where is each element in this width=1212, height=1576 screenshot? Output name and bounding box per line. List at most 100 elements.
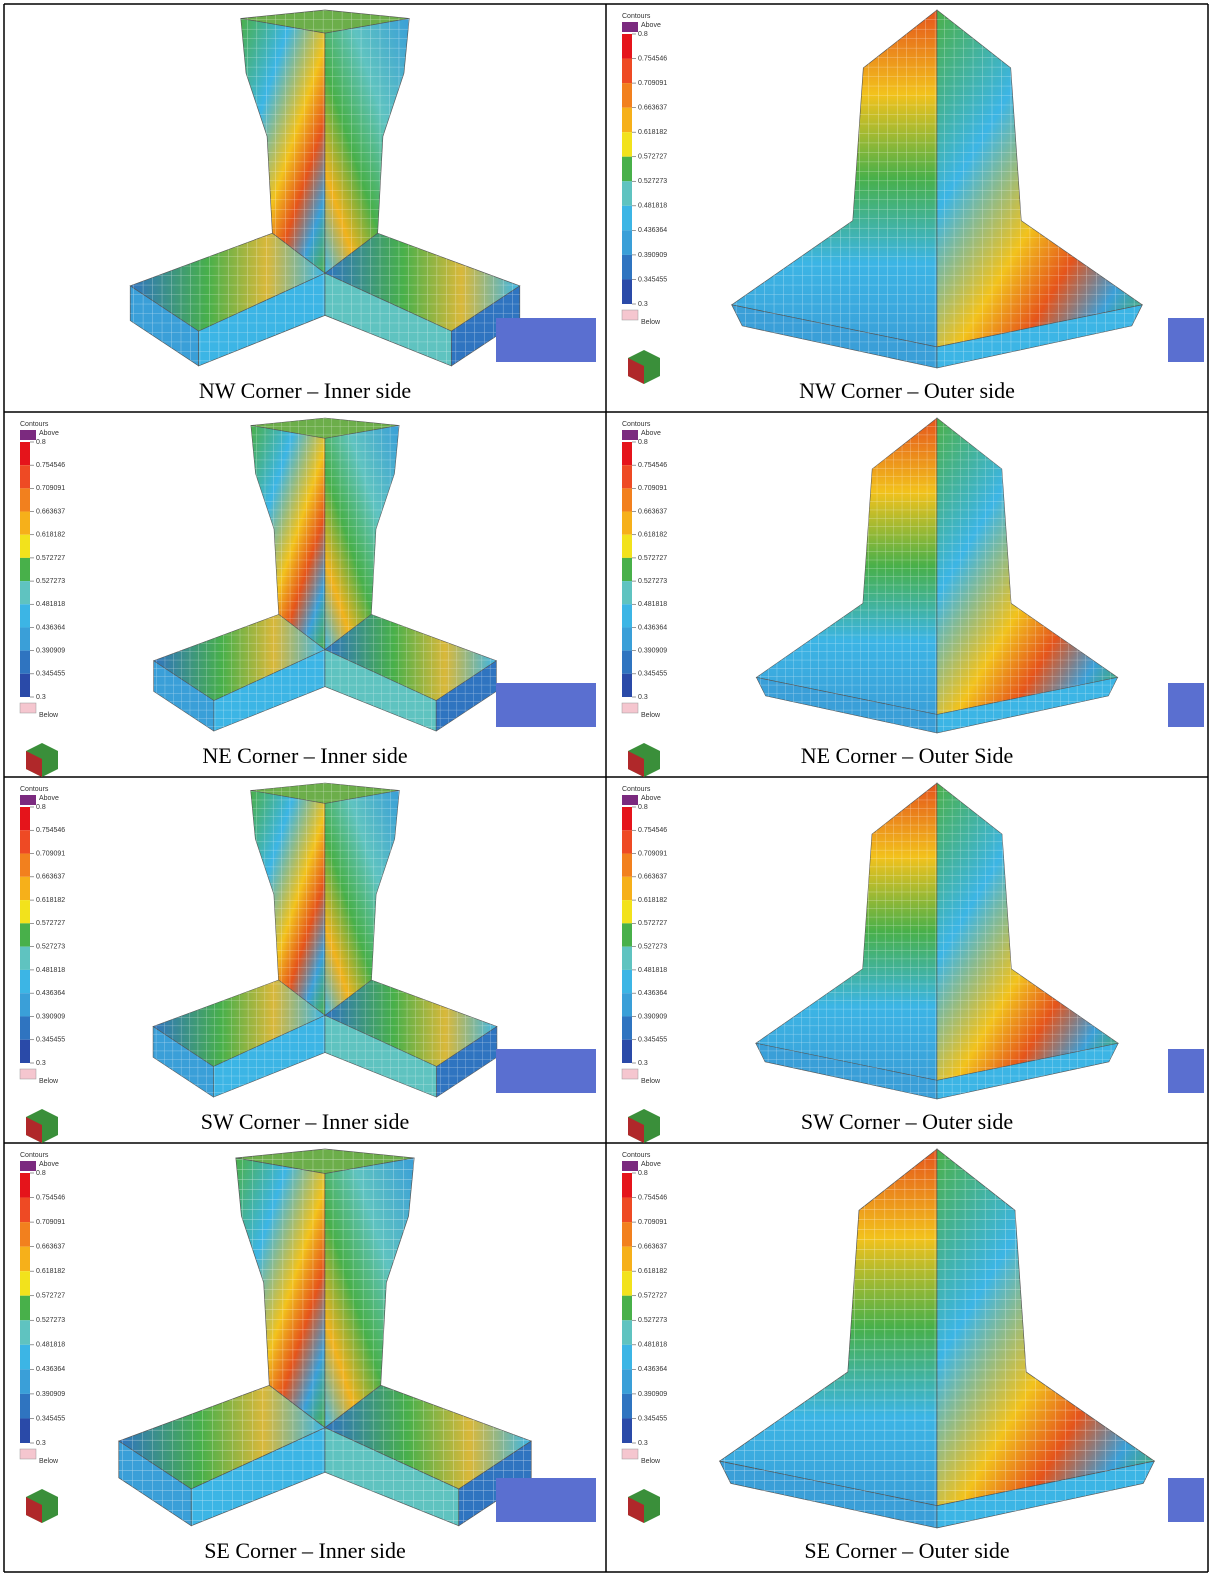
caption: NE Corner – Outer Side: [801, 743, 1014, 768]
legend-above-swatch: [20, 795, 36, 805]
legend-above: Above: [39, 430, 59, 437]
legend-band: [20, 970, 30, 993]
legend-band: [622, 108, 632, 133]
caption: NW Corner – Outer side: [799, 378, 1015, 403]
legend-level: 0.754546: [36, 827, 65, 834]
info-box: [1168, 683, 1204, 727]
model-render: [154, 418, 497, 731]
legend-band: [622, 604, 632, 627]
legend-level: 0.8: [638, 804, 648, 811]
legend-level: 0.390909: [638, 252, 667, 259]
info-box: [1168, 1049, 1204, 1093]
caption: NW Corner – Inner side: [199, 378, 411, 403]
legend-band: [20, 1320, 30, 1345]
legend-band: [622, 442, 632, 465]
legend-below-swatch: [622, 1449, 638, 1459]
legend-band: [20, 1016, 30, 1039]
legend-level: 0.8: [36, 804, 46, 811]
legend-band: [622, 157, 632, 182]
legend-level: 0.481818: [638, 967, 667, 974]
legend-level: 0.709091: [36, 485, 65, 492]
tower-right-face-mesh: [325, 425, 399, 649]
legend-band: [622, 230, 632, 255]
panel: ContoursAbove0.80.7545460.7090910.663637…: [622, 1149, 1204, 1563]
legend-below-swatch: [20, 1069, 36, 1079]
legend-band: [20, 1394, 30, 1419]
legend-band: [20, 512, 30, 535]
legend-above: Above: [641, 795, 661, 802]
legend-level: 0.754546: [36, 462, 65, 469]
outer-left-face-mesh: [720, 1149, 937, 1506]
legend-level: 0.3: [36, 1060, 46, 1067]
legend-level: 0.8: [638, 1170, 648, 1177]
legend-band: [622, 535, 632, 558]
legend-band: [622, 877, 632, 900]
tower-right-face-mesh: [325, 790, 399, 1015]
panel: ContoursAbove0.80.7545460.7090910.663637…: [20, 418, 596, 777]
legend-band: [622, 1418, 632, 1443]
legend-band: [622, 1369, 632, 1394]
panel: ContoursAbove0.80.7545460.7090910.663637…: [20, 783, 596, 1143]
legend-band: [622, 947, 632, 970]
legend-band: [20, 947, 30, 970]
legend-below: Below: [641, 712, 661, 719]
legend-band: [20, 1247, 30, 1272]
outer-right-face-mesh: [937, 10, 1142, 347]
legend-level: 0.663637: [638, 104, 667, 111]
legend-level: 0.8: [36, 439, 46, 446]
legend-level: 0.345455: [638, 276, 667, 283]
legend-level: 0.436364: [638, 624, 667, 631]
legend-band: [20, 1222, 30, 1247]
legend-band: [20, 1369, 30, 1394]
model-render: [732, 10, 1143, 368]
caption: NE Corner – Inner side: [202, 743, 407, 768]
legend-level: 0.663637: [638, 874, 667, 881]
legend-band: [622, 1345, 632, 1370]
legend-title: Contours: [622, 421, 651, 428]
legend-above-swatch: [622, 22, 638, 32]
legend-level: 0.345455: [638, 1415, 667, 1422]
legend-level: 0.390909: [638, 1391, 667, 1398]
legend-band: [622, 181, 632, 206]
legend-band: [20, 923, 30, 946]
legend-level: 0.754546: [36, 1194, 65, 1201]
info-box: [496, 1478, 596, 1522]
legend-band: [20, 1296, 30, 1321]
legend-level: 0.481818: [638, 1342, 667, 1349]
legend-band: [20, 488, 30, 511]
legend-above-swatch: [622, 795, 638, 805]
legend-band: [622, 807, 632, 830]
outer-right-face-mesh: [937, 1149, 1154, 1506]
caption: SE Corner – Outer side: [804, 1538, 1009, 1563]
legend-level: 0.754546: [638, 55, 667, 62]
outer-right-face-mesh: [937, 418, 1118, 714]
tower-left-face-mesh: [251, 790, 325, 1015]
legend-level: 0.572727: [36, 920, 65, 927]
legend-level: 0.572727: [638, 555, 667, 562]
legend-band: [20, 830, 30, 853]
legend-level: 0.663637: [638, 1243, 667, 1250]
legend-band: [622, 970, 632, 993]
legend-band: [20, 581, 30, 604]
legend-level: 0.390909: [36, 1391, 65, 1398]
legend-band: [622, 132, 632, 157]
legend-band: [622, 488, 632, 511]
legend-title: Contours: [20, 786, 49, 793]
legend-level: 0.481818: [36, 601, 65, 608]
legend-band: [622, 1296, 632, 1321]
legend-level: 0.527273: [638, 1317, 667, 1324]
panel: ContoursAbove0.80.7545460.7090910.663637…: [622, 418, 1204, 777]
legend-band: [20, 1198, 30, 1223]
legend-level: 0.618182: [36, 897, 65, 904]
legend-level: 0.709091: [638, 850, 667, 857]
panel: ContoursAbove0.80.7545460.7090910.663637…: [622, 10, 1204, 403]
legend-band: [622, 900, 632, 923]
legend-below-swatch: [622, 1069, 638, 1079]
figure-table: NW Corner – Inner sideContoursAbove0.80.…: [0, 0, 1212, 1576]
legend-band: [622, 83, 632, 108]
legend-band: [622, 1394, 632, 1419]
legend-title: Contours: [20, 1152, 49, 1159]
legend-level: 0.3: [638, 694, 648, 701]
legend-band: [622, 581, 632, 604]
legend-below-swatch: [622, 310, 638, 320]
